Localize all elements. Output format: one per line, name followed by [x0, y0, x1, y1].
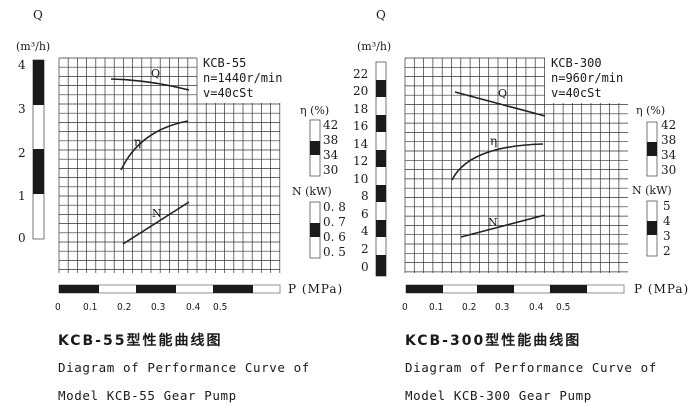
kcb55-curves: [110, 78, 190, 245]
eta-tick: 38: [661, 133, 677, 147]
eta-curve-label: η: [490, 134, 498, 148]
p-axis-label: P (MPa): [634, 282, 690, 296]
q-tick: 0: [18, 231, 26, 245]
eta-tick: 30: [323, 163, 339, 177]
q-tick: 4: [18, 58, 26, 72]
chart-title-en-line1: Diagram of Performance Curve of: [58, 360, 310, 375]
p-tick: 0.2: [462, 302, 477, 313]
kcb300-chart-graphics: [375, 57, 658, 294]
chart-title-en-line2: Model KCB-55 Gear Pump: [58, 388, 237, 403]
n-scale-bar: [309, 201, 321, 259]
q-scale-bar: [32, 59, 45, 240]
q-tick: 2: [18, 146, 26, 160]
p-tick: 0.1: [83, 302, 98, 313]
p-tick: 0.4: [529, 302, 544, 313]
n-tick: 5: [663, 199, 671, 213]
q-tick: 1: [18, 189, 26, 203]
p-tick: 0.3: [495, 302, 510, 313]
q-tick: 16: [353, 119, 369, 133]
eta-tick: 42: [661, 118, 677, 132]
p-scale-bar: [58, 284, 281, 294]
eta-tick: 34: [323, 148, 339, 162]
eta-tick: 34: [661, 148, 677, 162]
q-curve: [110, 78, 190, 91]
p-tick: 0.1: [429, 302, 444, 313]
q-tick: 3: [18, 102, 26, 116]
eta-curve: [451, 143, 544, 181]
chart-title-en-line1: Diagram of Performance Curve of: [405, 360, 657, 375]
q-tick: 6: [361, 207, 369, 221]
n-tick: 3: [663, 229, 671, 243]
eta-tick: 38: [323, 133, 339, 147]
p-tick: 0: [55, 302, 61, 313]
q-axis-label: Q: [376, 8, 386, 22]
model-label: KCB-55: [203, 56, 247, 70]
model-label: KCB-300: [551, 56, 602, 70]
q-axis-label: Q: [33, 8, 43, 22]
n-axis-label: N (kW): [292, 185, 332, 198]
p-tick: 0: [402, 302, 408, 313]
q-tick: 2: [361, 242, 369, 256]
eta-scale-bar: [309, 119, 321, 177]
chart-title-cn: KCB-55型性能曲线图: [58, 333, 223, 349]
eta-tick: 30: [661, 163, 677, 177]
kcb55-chart-panel: Q (m³/h) 4 3 2 1 0 KCB-55 n=1440r/min v=…: [16, 8, 346, 403]
kcb55-grid: [58, 57, 281, 273]
q-curve: [454, 91, 546, 117]
n-scale-bar: [646, 200, 658, 257]
q-curve-label: Q: [498, 87, 508, 100]
eta-curve-label: η: [134, 135, 142, 149]
chart-title-en-line2: Model KCB-300 Gear Pump: [405, 388, 592, 403]
q-tick: 20: [353, 84, 369, 98]
n-tick: 0. 8: [323, 200, 346, 214]
n-tick: 0. 7: [323, 215, 346, 229]
kcb300-curves: [451, 91, 546, 238]
eta-axis-label: η (%): [300, 104, 330, 117]
chart-title-cn: KCB-300型性能曲线图: [405, 333, 582, 349]
q-tick: 8: [361, 189, 369, 203]
p-tick: 0.4: [186, 302, 201, 313]
n-curve: [460, 214, 546, 238]
eta-axis-label: η (%): [636, 104, 666, 117]
p-tick: 0.3: [151, 302, 166, 313]
kcb300-grid: [404, 57, 628, 273]
p-tick: 0.5: [556, 302, 571, 313]
q-tick: 22: [353, 67, 369, 81]
n-tick: 2: [663, 244, 671, 258]
q-tick: 0: [361, 260, 369, 274]
n-curve-label: N: [488, 216, 498, 229]
q-tick: 18: [353, 102, 369, 116]
q-tick: 10: [353, 172, 369, 186]
p-scale-bar: [405, 284, 625, 294]
p-tick: 0.2: [117, 302, 132, 313]
viscosity-label: v=40cSt: [551, 86, 602, 100]
eta-curve: [120, 120, 189, 171]
kcb300-chart-panel: Q (m³/h) 22 20 18 16 14 12 10 8 6 4 2 0 …: [349, 0, 698, 419]
kcb55-chart-graphics: [32, 57, 321, 294]
n-curve-label: N: [152, 207, 162, 220]
speed-label: n=1440r/min: [203, 71, 283, 85]
p-axis-label: P (MPa): [288, 282, 344, 296]
n-axis-label: N (kW): [632, 184, 672, 197]
q-axis-unit: (m³/h): [16, 40, 51, 53]
q-scale-bar: [375, 61, 387, 277]
q-tick: 12: [353, 154, 369, 168]
n-tick: 0. 5: [323, 245, 346, 259]
n-tick: 0. 6: [323, 230, 346, 244]
q-tick: 14: [353, 137, 369, 151]
q-axis-unit: (m³/h): [357, 40, 392, 53]
eta-scale-bar: [646, 121, 658, 177]
eta-tick: 42: [323, 118, 339, 132]
n-tick: 4: [663, 214, 671, 228]
q-curve-label: Q: [151, 67, 161, 80]
speed-label: n=960r/min: [551, 71, 624, 85]
p-tick: 0.5: [213, 302, 228, 313]
q-tick: 4: [361, 224, 369, 238]
n-curve: [122, 201, 190, 245]
viscosity-label: v=40cSt: [203, 86, 254, 100]
